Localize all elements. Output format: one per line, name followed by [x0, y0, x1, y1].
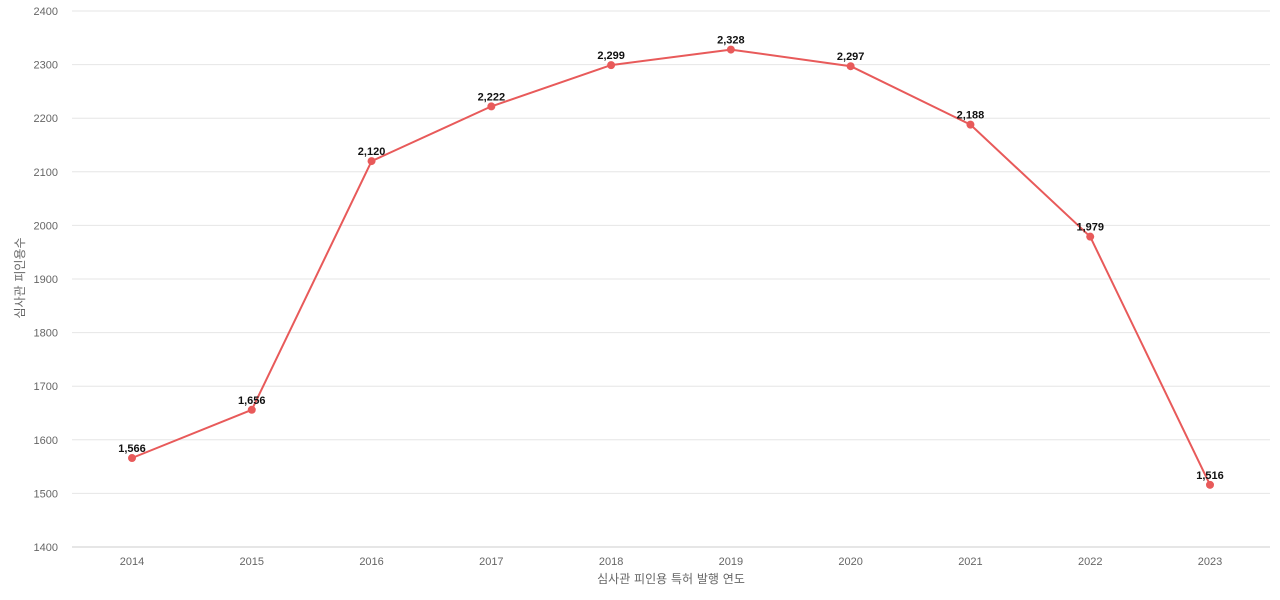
data-point-2019[interactable]	[726, 45, 735, 54]
x-axis-title: 심사관 피인용 특허 발행 연도	[597, 571, 745, 586]
x-tick-label-2018: 2018	[599, 556, 623, 568]
x-tick-label-2016: 2016	[359, 556, 383, 568]
y-tick-label-1600: 1600	[34, 435, 58, 447]
x-tick-label-2020: 2020	[838, 556, 862, 568]
data-point-2021[interactable]	[966, 120, 975, 129]
y-tick-label-2200: 2200	[34, 113, 58, 125]
y-axis-ticks: 1400 1500 1600 1700 1800 1900 2000 2100 2200 2300…	[34, 6, 58, 554]
x-tick-label-2023: 2023	[1198, 556, 1222, 568]
y-tick-label-2100: 2100	[34, 167, 58, 179]
x-tick-label-2021: 2021	[958, 556, 982, 568]
grid-lines	[72, 10, 1270, 548]
y-axis-title: 심사관 피인용수	[13, 237, 27, 318]
y-tick-label-1800: 1800	[34, 328, 58, 340]
y-tick-label-2300: 2300	[34, 60, 58, 72]
y-tick-label-1900: 1900	[34, 274, 58, 286]
data-point-2015[interactable]	[247, 405, 256, 414]
data-label-2022: 1,979	[1076, 222, 1104, 234]
data-point-2022[interactable]	[1086, 232, 1095, 241]
x-axis-ticks: 2014 2015 2016 2017 2018 2019 2020 2021 2022 2023	[120, 556, 1222, 568]
data-label-2014: 1,566	[118, 443, 146, 455]
y-tick-label-1700: 1700	[34, 381, 58, 393]
x-tick-label-2022: 2022	[1078, 556, 1102, 568]
data-label-2021: 2,188	[957, 110, 985, 122]
y-tick-label-2000: 2000	[34, 220, 58, 232]
data-label-2015: 1,656	[238, 395, 266, 407]
x-tick-label-2017: 2017	[479, 556, 503, 568]
data-point-2023[interactable]	[1206, 480, 1214, 489]
series-line	[131, 48, 1211, 486]
data-label-2023: 1,516	[1196, 470, 1224, 482]
x-tick-label-2014: 2014	[120, 556, 144, 568]
series-line-group	[128, 45, 1214, 489]
data-point-2020[interactable]	[846, 62, 855, 71]
y-tick-label-1500: 1500	[34, 488, 58, 500]
x-tick-label-2019: 2019	[719, 556, 743, 568]
x-tick-label-2015: 2015	[240, 556, 264, 568]
y-tick-label-2400: 2400	[34, 6, 58, 18]
data-point-2014[interactable]	[128, 454, 136, 463]
data-labels: 1,566 1,656 2,120 2,222 2,299 2,328 2,297 2,188…	[118, 35, 1224, 482]
data-point-2018[interactable]	[607, 61, 616, 70]
y-tick-label-1400: 1400	[34, 542, 58, 554]
data-point-2017[interactable]	[487, 102, 496, 111]
data-point-2016[interactable]	[367, 157, 376, 166]
data-label-2019: 2,328	[717, 35, 745, 47]
data-label-2016: 2,120	[358, 146, 386, 158]
data-label-2018: 2,299	[597, 50, 625, 62]
data-label-2017: 2,222	[478, 91, 506, 103]
data-label-2020: 2,297	[837, 51, 865, 63]
